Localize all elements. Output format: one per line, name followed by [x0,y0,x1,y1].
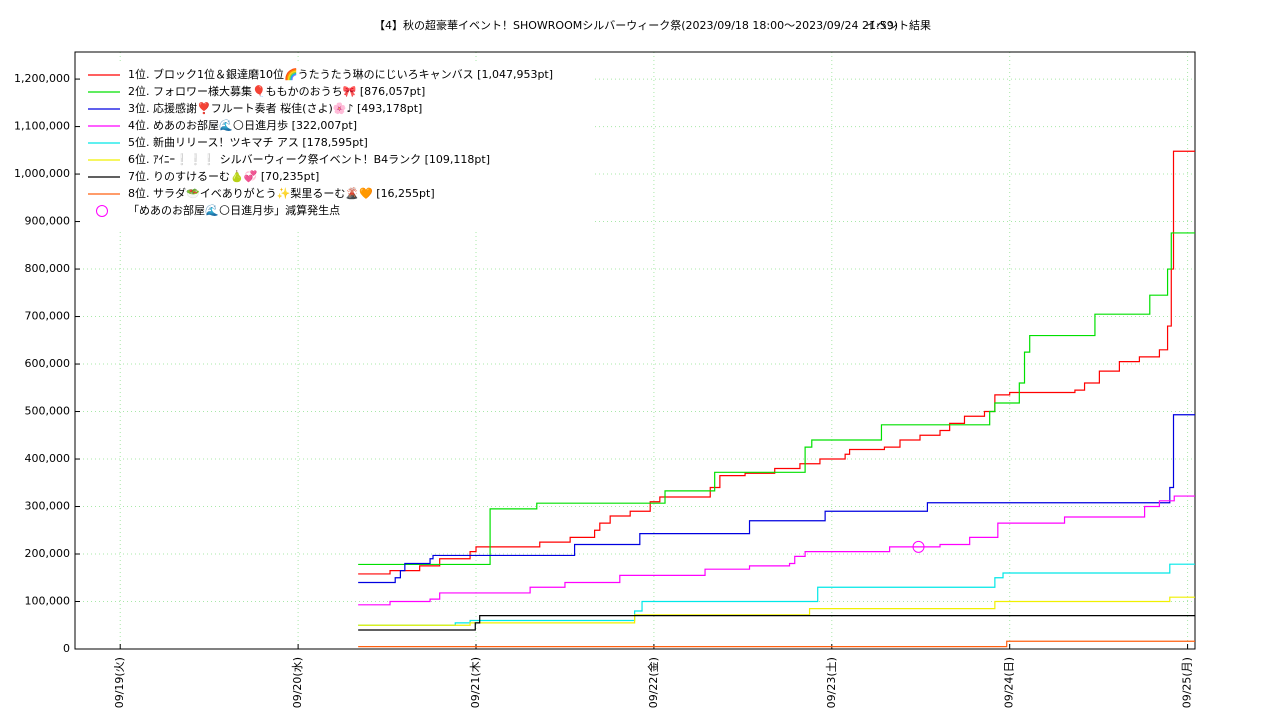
marker [912,540,925,553]
y-tick-label: 500,000 [25,405,71,418]
x-tick-label: 09/22(金) [646,657,660,708]
series-line [358,150,1195,575]
y-tick-label: 100,000 [25,595,71,608]
y-tick-label: 1,100,000 [14,120,70,133]
legend-label: 6位. ｱｲﾆｰ❕❕❕ シルバーウィーク祭イベント！B4ランク [109,118… [128,152,490,166]
x-tick-label: 09/19(火) [113,657,126,708]
legend-label: 2位. フォロワー様大募集🎈ももかのおうち🎀 [876,057pt] [128,84,425,98]
legend-label: 7位. りのすけるーむ🍐💞 [70,235pt] [128,169,319,183]
legend-label: 1位. ブロック1位＆銀達磨10位🌈うたうたう琳のにじいろキャンバス [1,04… [128,67,553,81]
series-line [358,232,1195,566]
chart-title: 【4】秋の超豪華イベント！SHOWROOMシルバーウィーク祭(2023/09/1… [374,18,898,32]
y-tick-label: 700,000 [25,310,71,323]
y-tick-label: 0 [63,642,70,655]
series-line [358,615,1195,631]
y-tick-label: 600,000 [25,357,71,370]
y-tick-label: 800,000 [25,262,71,275]
legend-background [80,64,592,229]
x-tick-label: 09/23(土) [825,657,838,708]
series-line [358,640,1195,648]
y-tick-label: 1,000,000 [14,167,70,180]
chart-subtitle: イベント結果 [865,18,931,32]
y-tick-label: 300,000 [25,500,71,513]
series-line [358,596,1195,626]
series-line [358,495,1195,606]
legend-label: 5位. 新曲リリース！ツキマチ アス [178,595pt] [128,135,368,149]
series-line [358,414,1195,584]
x-tick-label: 09/25(月) [1181,657,1194,708]
legend-label: 「めあのお部屋🌊🌕日進月歩」減算発生点 [128,203,340,217]
legend-marker [96,205,108,217]
legend-label: 4位. めあのお部屋🌊🌕日進月歩 [322,007pt] [128,118,357,132]
series-line [358,563,1195,626]
legend-label: 8位. サラダ🥗イベありがとう✨梨里るーむ🌋🧡 [16,255pt] [128,186,435,200]
x-tick-label: 09/24(日) [1003,657,1016,708]
x-tick-label: 09/21(木) [469,657,482,708]
y-tick-label: 400,000 [25,452,71,465]
x-tick-label: 09/20(水) [291,657,304,708]
y-tick-label: 900,000 [25,215,71,228]
plot-frame [74,51,1196,650]
legend-label: 3位. 応援感謝❣️フルート奏者 桜佳(さよ)🌸♪ [493,178pt] [128,101,422,115]
y-tick-label: 1,200,000 [14,72,70,85]
y-tick-label: 200,000 [25,547,71,560]
